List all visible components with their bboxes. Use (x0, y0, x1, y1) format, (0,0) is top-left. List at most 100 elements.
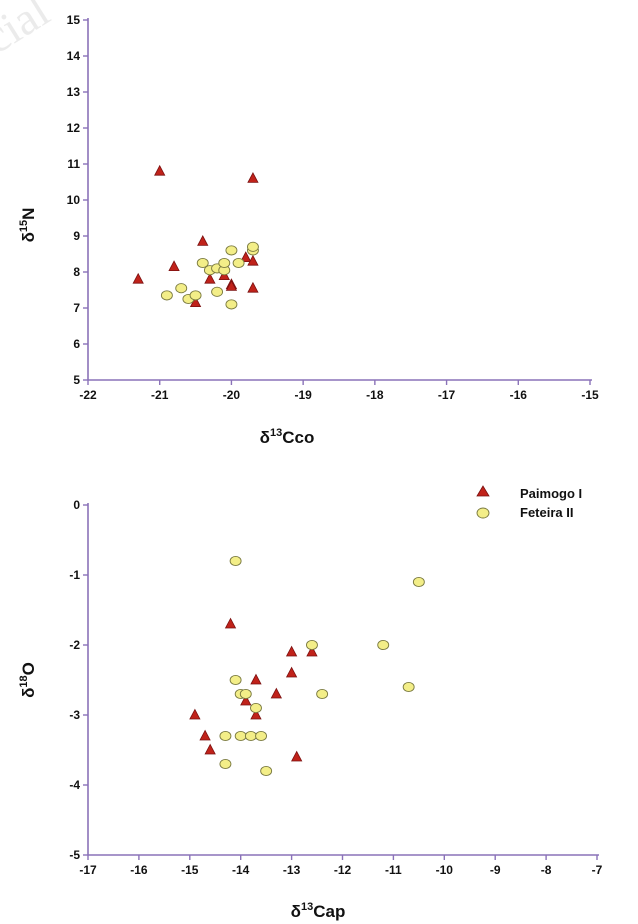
data-point-circle (250, 702, 262, 714)
data-point-circle (377, 639, 390, 651)
x-tick-label: -13 (283, 863, 301, 877)
x-tick-label: -21 (151, 388, 169, 402)
data-point-triangle (224, 617, 237, 629)
data-point-circle (219, 758, 232, 770)
chart-top-n-vs-cco: -22 -21 -20 -19 -18 -17 -16 -15 5 6 7 8 9 10 11 12 13 14… (18, 13, 599, 447)
y-tick-label: -3 (69, 708, 80, 722)
y-tick-label: 12 (67, 121, 81, 135)
y-tick-label: 11 (67, 157, 80, 171)
data-point-triangle (247, 254, 259, 266)
x-tick-label: -16 (130, 863, 148, 877)
data-point-circle (260, 765, 273, 777)
data-point-circle (229, 555, 242, 567)
data-point-circle (316, 688, 329, 700)
y-tick-label: 13 (67, 85, 81, 99)
data-point-triangle (225, 280, 238, 291)
x-tick-label: -22 (79, 388, 97, 402)
data-point-triangle (306, 645, 318, 657)
data-point-triangle (168, 260, 180, 272)
x-axis-label: δ13Cco (260, 427, 315, 447)
y-ticks: 5 6 7 8 9 10 11 12 13 14 15 (67, 13, 88, 387)
data-point-triangle (285, 666, 298, 678)
data-point-circle (306, 639, 318, 651)
x-tick-label: -17 (79, 863, 97, 877)
y-tick-label: 10 (67, 193, 81, 207)
y-tick-label: -1 (69, 568, 80, 582)
data-points (132, 164, 259, 310)
x-tick-label: -17 (438, 388, 456, 402)
y-axis-label: δ18O (18, 662, 38, 698)
y-tick-label: 15 (67, 13, 81, 27)
data-point-triangle (285, 645, 298, 657)
y-tick-label: 6 (73, 337, 80, 351)
x-tick-label: -8 (541, 863, 552, 877)
x-ticks: -17 -16 -15 -14 -13 -12 -11 -10 -9 -8 -7 (79, 855, 603, 877)
x-tick-label: -12 (334, 863, 352, 877)
data-point-circle (234, 730, 247, 742)
x-tick-label: -18 (366, 388, 384, 402)
y-tick-label: 8 (73, 265, 80, 279)
data-point-triangle (204, 272, 216, 284)
y-axis-label: δ15N (18, 208, 38, 243)
data-point-triangle (154, 164, 166, 176)
x-tick-label: -15 (181, 863, 199, 877)
y-tick-label: -2 (69, 638, 80, 652)
y-tick-label: 9 (73, 229, 80, 243)
data-point-circle (232, 257, 245, 269)
chart-bottom-o-vs-cap: -17 -16 -15 -14 -13 -12 -11 -10 -9 -8 -7 0 -1 -2 -3 -4… (18, 485, 603, 921)
data-point-triangle (189, 708, 201, 720)
data-point-triangle (247, 172, 259, 183)
data-point-triangle (247, 281, 259, 293)
data-point-circle (196, 257, 209, 269)
x-tick-label: -11 (385, 863, 402, 877)
data-point-circle (255, 730, 268, 742)
legend-marker-paimogo-i (476, 485, 490, 497)
data-point-triangle (240, 251, 252, 263)
data-point-triangle (240, 694, 252, 706)
y-tick-label: 7 (73, 301, 80, 315)
data-point-circle (239, 688, 252, 700)
x-tick-label: -15 (581, 388, 599, 402)
x-tick-label: -10 (436, 863, 454, 877)
x-tick-label: -9 (490, 863, 501, 877)
y-tick-label: -5 (69, 848, 80, 862)
data-point-circle (244, 730, 257, 742)
legend: Paimogo I Feteira II (476, 485, 582, 520)
data-points (189, 555, 425, 777)
data-point-circle (246, 241, 259, 252)
x-axis-label: δ13Cap (291, 901, 346, 921)
y-tick-label: 0 (73, 498, 80, 512)
data-point-circle (160, 290, 173, 301)
x-tick-label: -16 (510, 388, 528, 402)
y-tick-label: 14 (67, 49, 81, 63)
y-ticks: 0 -1 -2 -3 -4 -5 (69, 498, 88, 862)
legend-marker-feteira-ii (476, 507, 490, 519)
data-point-circle (402, 681, 415, 693)
data-point-triangle (199, 729, 211, 741)
legend-label-paimogo-i: Paimogo I (520, 486, 582, 501)
data-point-triangle (270, 687, 282, 699)
data-point-circle (229, 674, 242, 686)
data-point-circle (218, 257, 231, 269)
data-point-circle (175, 283, 188, 294)
x-tick-label: -14 (232, 863, 250, 877)
data-point-circle (225, 299, 238, 310)
legend-label-feteira-ii: Feteira II (520, 505, 573, 520)
data-point-circle (211, 286, 224, 297)
x-tick-label: -20 (223, 388, 241, 402)
watermark: cial (0, 0, 58, 63)
data-point-triangle (204, 743, 216, 755)
data-point-circle (412, 576, 425, 588)
data-point-triangle (250, 673, 262, 685)
data-point-circle (225, 245, 238, 256)
data-point-triangle (197, 235, 209, 246)
data-point-circle (219, 730, 232, 742)
x-tick-label: -7 (592, 863, 603, 877)
data-point-triangle (291, 750, 303, 762)
x-ticks: -22 -21 -20 -19 -18 -17 -16 -15 (79, 380, 599, 402)
data-point-circle (189, 290, 202, 301)
y-tick-label: -4 (69, 778, 80, 792)
x-tick-label: -19 (294, 388, 312, 402)
y-tick-label: 5 (73, 373, 80, 387)
